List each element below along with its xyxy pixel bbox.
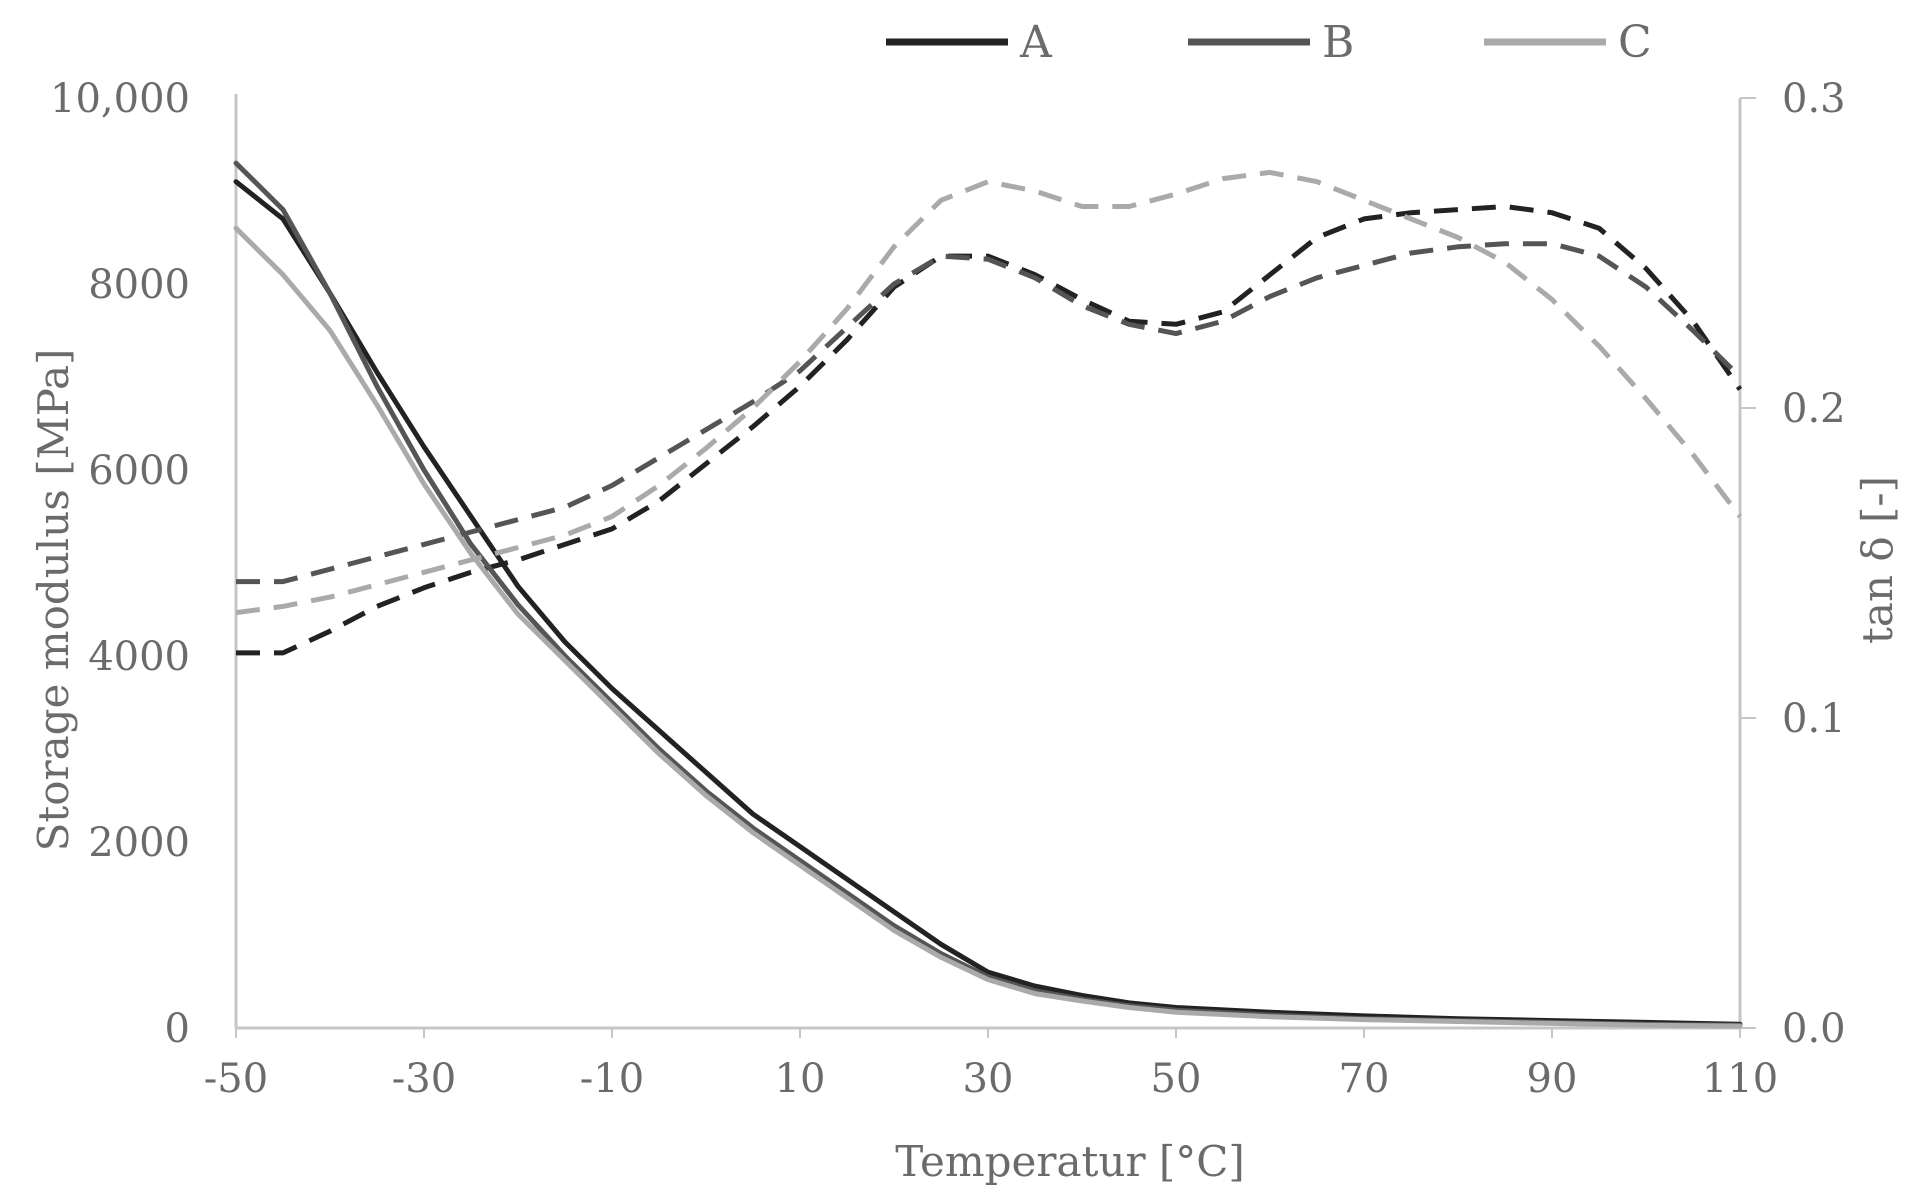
x-tick-label: 10 bbox=[775, 1056, 826, 1102]
y-tick-label: 6000 bbox=[88, 448, 190, 494]
tan-delta-line-A bbox=[236, 204, 1743, 656]
y2-tick-label: 0.2 bbox=[1782, 386, 1846, 432]
x-axis-title: Temperatur [°C] bbox=[895, 1137, 1245, 1186]
legend-label-A: A bbox=[1019, 17, 1053, 68]
y2-tick-label: 0.3 bbox=[1782, 76, 1846, 122]
y-axis-title: Storage modulus [MPa] bbox=[29, 349, 78, 852]
x-tick-label: 30 bbox=[963, 1056, 1014, 1102]
y2-tick-label: 0.0 bbox=[1782, 1006, 1846, 1052]
y-tick-label: 10,000 bbox=[50, 76, 190, 122]
tan-delta-line-B bbox=[236, 241, 1742, 585]
y-tick-label: 8000 bbox=[88, 262, 190, 308]
x-tick-label: 70 bbox=[1339, 1056, 1390, 1102]
y2-tick-label: 0.1 bbox=[1782, 696, 1846, 742]
legend-label-B: B bbox=[1322, 17, 1354, 68]
y-tick-label: 4000 bbox=[88, 634, 190, 680]
x-tick-label: 110 bbox=[1702, 1056, 1778, 1102]
axes: -50 -30 -10 10 30 50 70 90 110 0 2000 4000 6000 8000 1… bbox=[50, 76, 1846, 1102]
tan-delta-line-C bbox=[235, 169, 1742, 616]
y2-axis-title: tan δ [-] bbox=[1853, 476, 1902, 644]
storage-modulus-line-C bbox=[233, 225, 1743, 1029]
y-tick-label: 0 bbox=[165, 1006, 190, 1052]
x-tick-label: 50 bbox=[1151, 1056, 1202, 1102]
x-tick-label: 90 bbox=[1527, 1056, 1578, 1102]
plot-lines bbox=[233, 160, 1743, 1029]
y-tick-label: 2000 bbox=[88, 820, 190, 866]
x-tick-label: -30 bbox=[392, 1056, 456, 1102]
x-tick-label: -10 bbox=[580, 1056, 644, 1102]
legend: A B C bbox=[886, 17, 1652, 68]
storage-modulus-line-A bbox=[233, 179, 1743, 1027]
storage-modulus-line-B bbox=[233, 160, 1743, 1028]
legend-label-C: C bbox=[1618, 17, 1652, 68]
x-tick-label: -50 bbox=[204, 1056, 268, 1102]
